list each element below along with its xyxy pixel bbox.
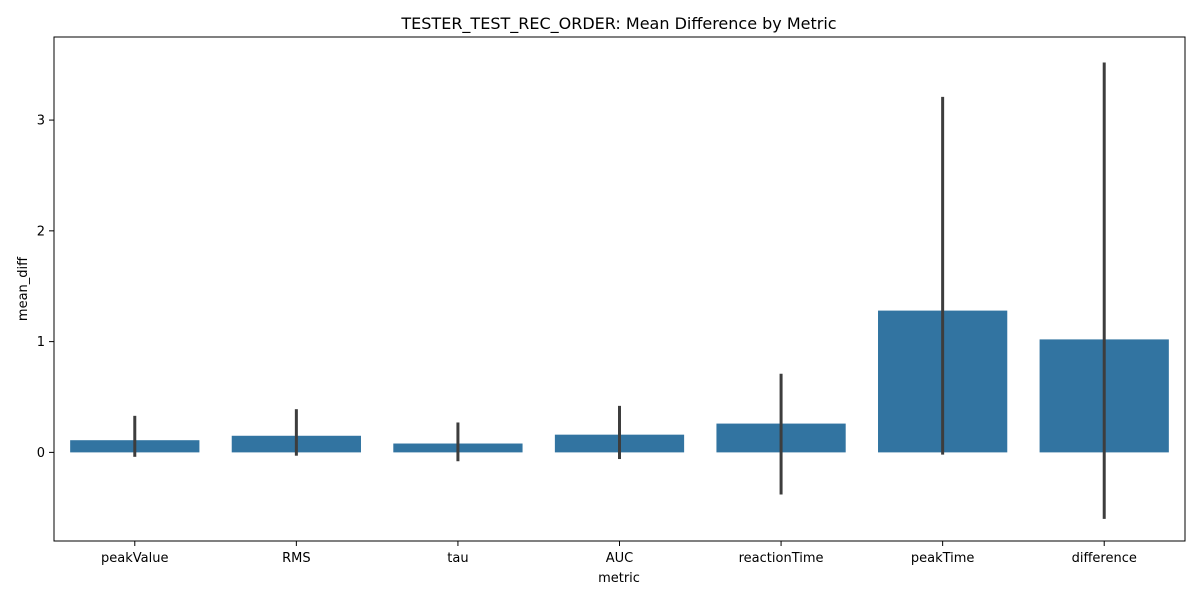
y-tick-label-3: 3 (37, 114, 45, 129)
y-axis-label: mean_diff (16, 256, 31, 321)
x-tick-label-reactionTime: reactionTime (739, 551, 824, 566)
y-tick-label-1: 1 (37, 335, 45, 350)
chart-title: TESTER_TEST_REC_ORDER: Mean Difference b… (400, 14, 836, 34)
errorbars-layer (133, 62, 1106, 519)
x-tick-label-AUC: AUC (606, 551, 634, 566)
y-axis: 0 1 2 3 (37, 114, 54, 461)
x-tick-label-peakTime: peakTime (911, 551, 975, 566)
x-tick-label-tau: tau (447, 551, 468, 566)
y-tick-label-2: 2 (37, 224, 45, 239)
x-tick-label-RMS: RMS (282, 551, 311, 566)
x-tick-label-difference: difference (1072, 551, 1137, 566)
x-tick-label-peakValue: peakValue (101, 551, 168, 566)
x-axis-label: metric (598, 571, 640, 586)
x-axis: peakValue RMS tau AUC reactionTime peakTime di… (101, 541, 1137, 566)
y-tick-label-0: 0 (37, 446, 45, 461)
plot-frame (53, 36, 1186, 542)
